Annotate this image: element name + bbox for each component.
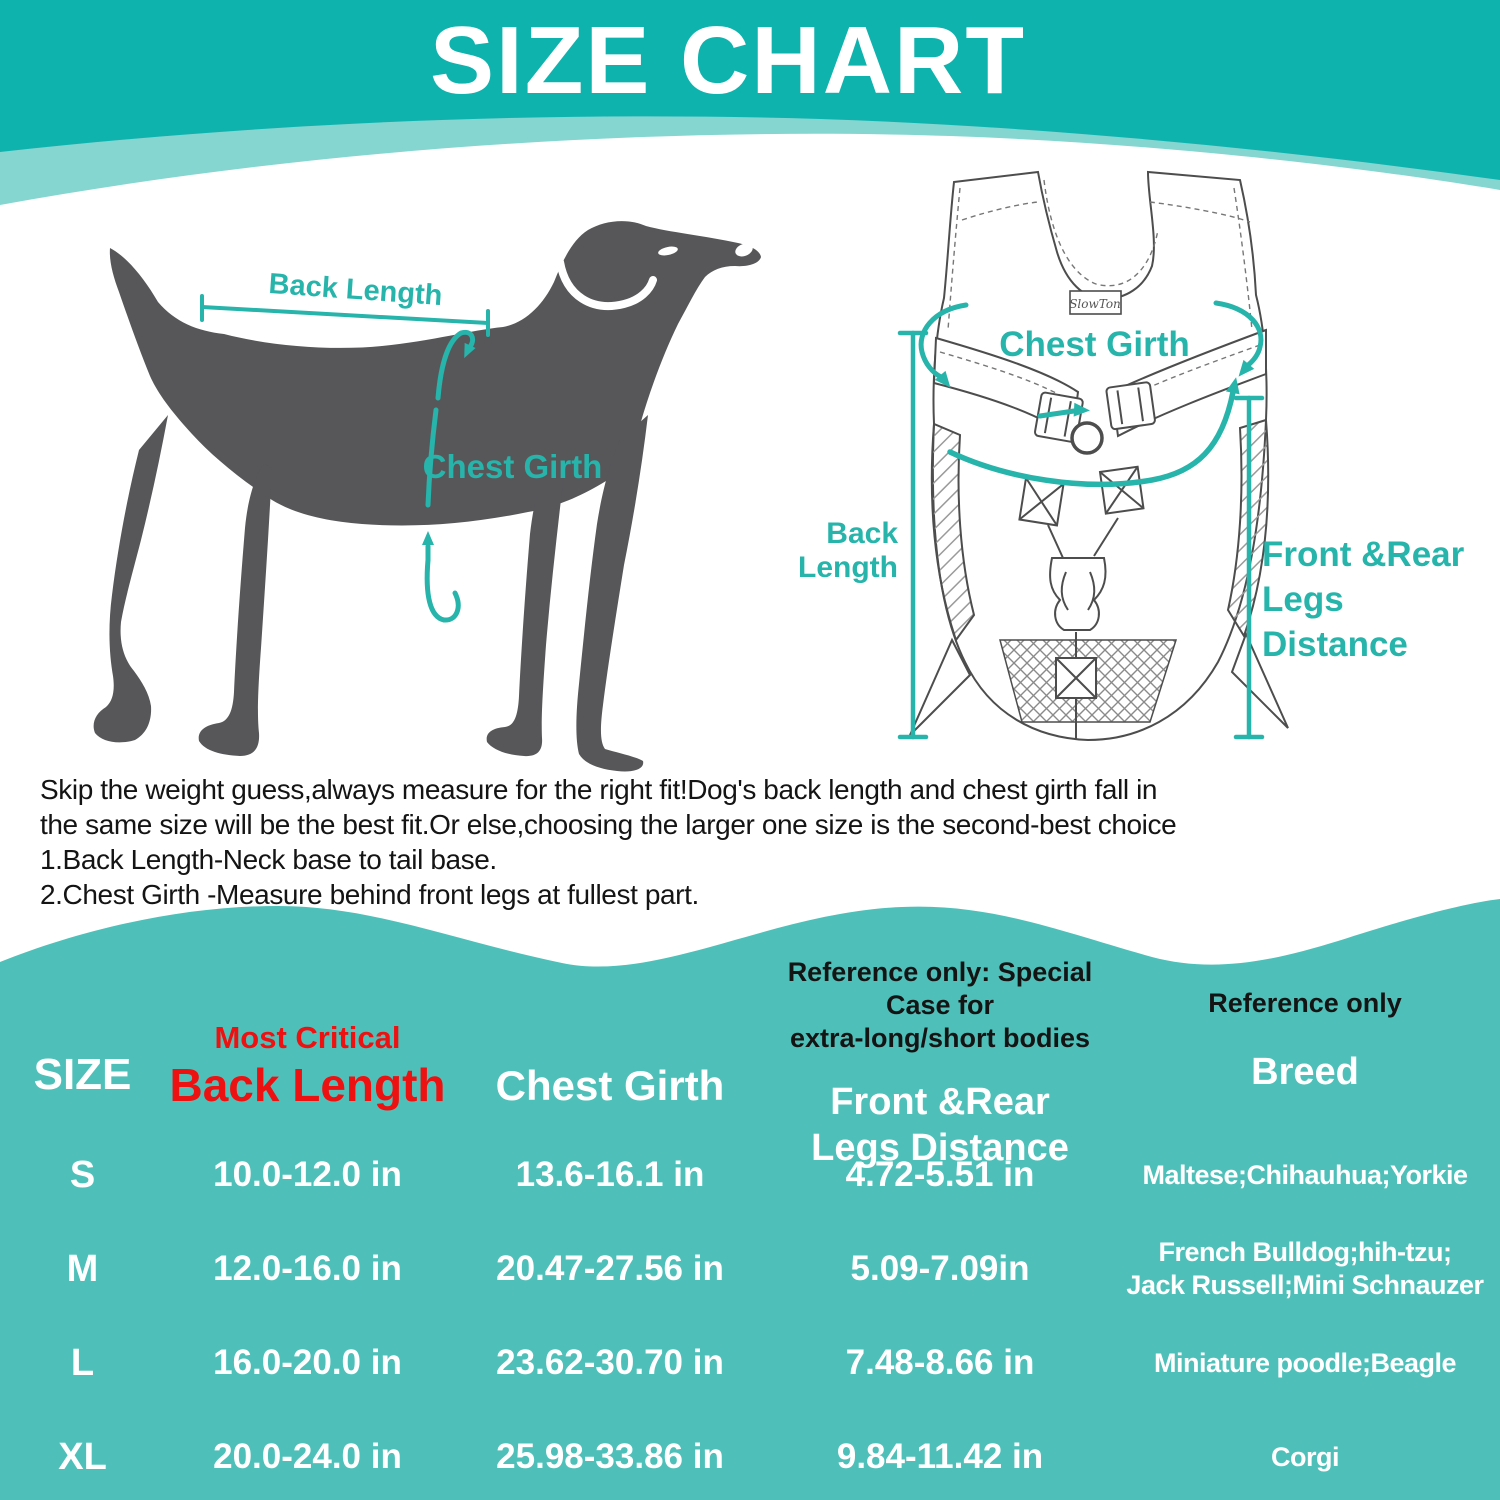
dog-chest-girth-label: Chest Girth: [422, 448, 603, 485]
table-row-s-back-length: 10.0-12.0 in: [213, 1155, 402, 1194]
table-row-m-back-length: 12.0-16.0 in: [213, 1249, 402, 1288]
dog-measure-lines: [200, 294, 490, 623]
front-rear-header: Front &Rear Legs Distance: [811, 1081, 1069, 1169]
carrier-measure-lines: [897, 300, 1265, 740]
breed-header: Breed: [1251, 1051, 1359, 1093]
table-row-l-front-rear: 7.48-8.66 in: [845, 1343, 1035, 1382]
table-row-s-size: S: [69, 1153, 96, 1196]
carrier-chest-girth-label: Chest Girth: [999, 325, 1190, 364]
table-row-m-breed: French Bulldog;hih-tzu; Jack Russell;Min…: [1126, 1237, 1484, 1300]
table-row-m-front-rear: 5.09-7.09in: [850, 1249, 1030, 1288]
table-row-xl-breed: Corgi: [1271, 1441, 1340, 1472]
table-row-l-size: L: [70, 1341, 95, 1384]
carrier-measure-arrowheads: [934, 359, 1255, 417]
dog-ear: [556, 258, 657, 310]
table-row-l-breed: Miniature poodle;Beagle: [1153, 1347, 1457, 1378]
col-header-size: SIZE: [33, 1050, 132, 1099]
table-row-m-size: M: [66, 1247, 99, 1290]
dog-nose: [735, 243, 753, 257]
col-header-back-length: Most Critical Back Length: [165, 938, 450, 1128]
dog-measure-arrowheads: [422, 342, 476, 545]
col-header-breed: Reference only Breed: [1110, 938, 1500, 1128]
back-length-header: Back Length: [169, 1059, 446, 1111]
size-table: SIZE Most Critical Back Length Chest Gir…: [0, 938, 1500, 1500]
brand-label: SlowTon: [1069, 297, 1121, 311]
measuring-notes: Skip the weight guess,always measure for…: [40, 772, 1300, 912]
brand-label-box: [1069, 290, 1122, 315]
table-row-l-back-length: 16.0-20.0 in: [213, 1343, 402, 1382]
back-length-note: Most Critical: [214, 1020, 401, 1055]
table-row-s-breed: Maltese;Chihauhua;Yorkie: [1142, 1159, 1468, 1190]
col-header-chest-girth: Chest Girth: [495, 1062, 725, 1109]
front-rear-note: Reference only: Special Case for extra-l…: [787, 957, 1093, 1053]
table-row-xl-front-rear: 9.84-11.42 in: [836, 1437, 1044, 1476]
table-row-l-chest-girth: 23.62-30.70 in: [496, 1343, 724, 1382]
table-row-xl-back-length: 20.0-24.0 in: [213, 1437, 402, 1476]
header-wave: [0, 0, 1500, 205]
carrier-front-rear-label: Front &Rear Legs Distance: [1262, 535, 1465, 664]
table-row-xl-size: XL: [58, 1435, 107, 1478]
bottom-wave: [0, 899, 1500, 1500]
dog-eye: [658, 246, 678, 256]
table-row-m-chest-girth: 20.47-27.56 in: [496, 1249, 724, 1288]
note-line: the same size will be the best fit.Or el…: [40, 809, 1177, 840]
note-line: Skip the weight guess,always measure for…: [40, 774, 1158, 805]
carrier-drawing: SlowTon: [909, 170, 1289, 742]
dog-silhouette: [93, 221, 761, 772]
note-line: 1.Back Length-Neck base to tail base.: [40, 844, 497, 875]
table-row-xl-chest-girth: 25.98-33.86 in: [496, 1437, 724, 1476]
breed-note: Reference only: [1208, 988, 1402, 1018]
table-row-s-chest-girth: 13.6-16.1 in: [515, 1155, 705, 1194]
page-title: SIZE CHART: [430, 7, 1026, 114]
carrier-back-length-label: Back Length: [798, 517, 898, 584]
table-row-s-front-rear: 4.72-5.51 in: [845, 1155, 1035, 1194]
note-line: 2.Chest Girth -Measure behind front legs…: [40, 879, 699, 910]
col-header-front-rear: Reference only: Special Case for extra-l…: [770, 938, 1110, 1169]
